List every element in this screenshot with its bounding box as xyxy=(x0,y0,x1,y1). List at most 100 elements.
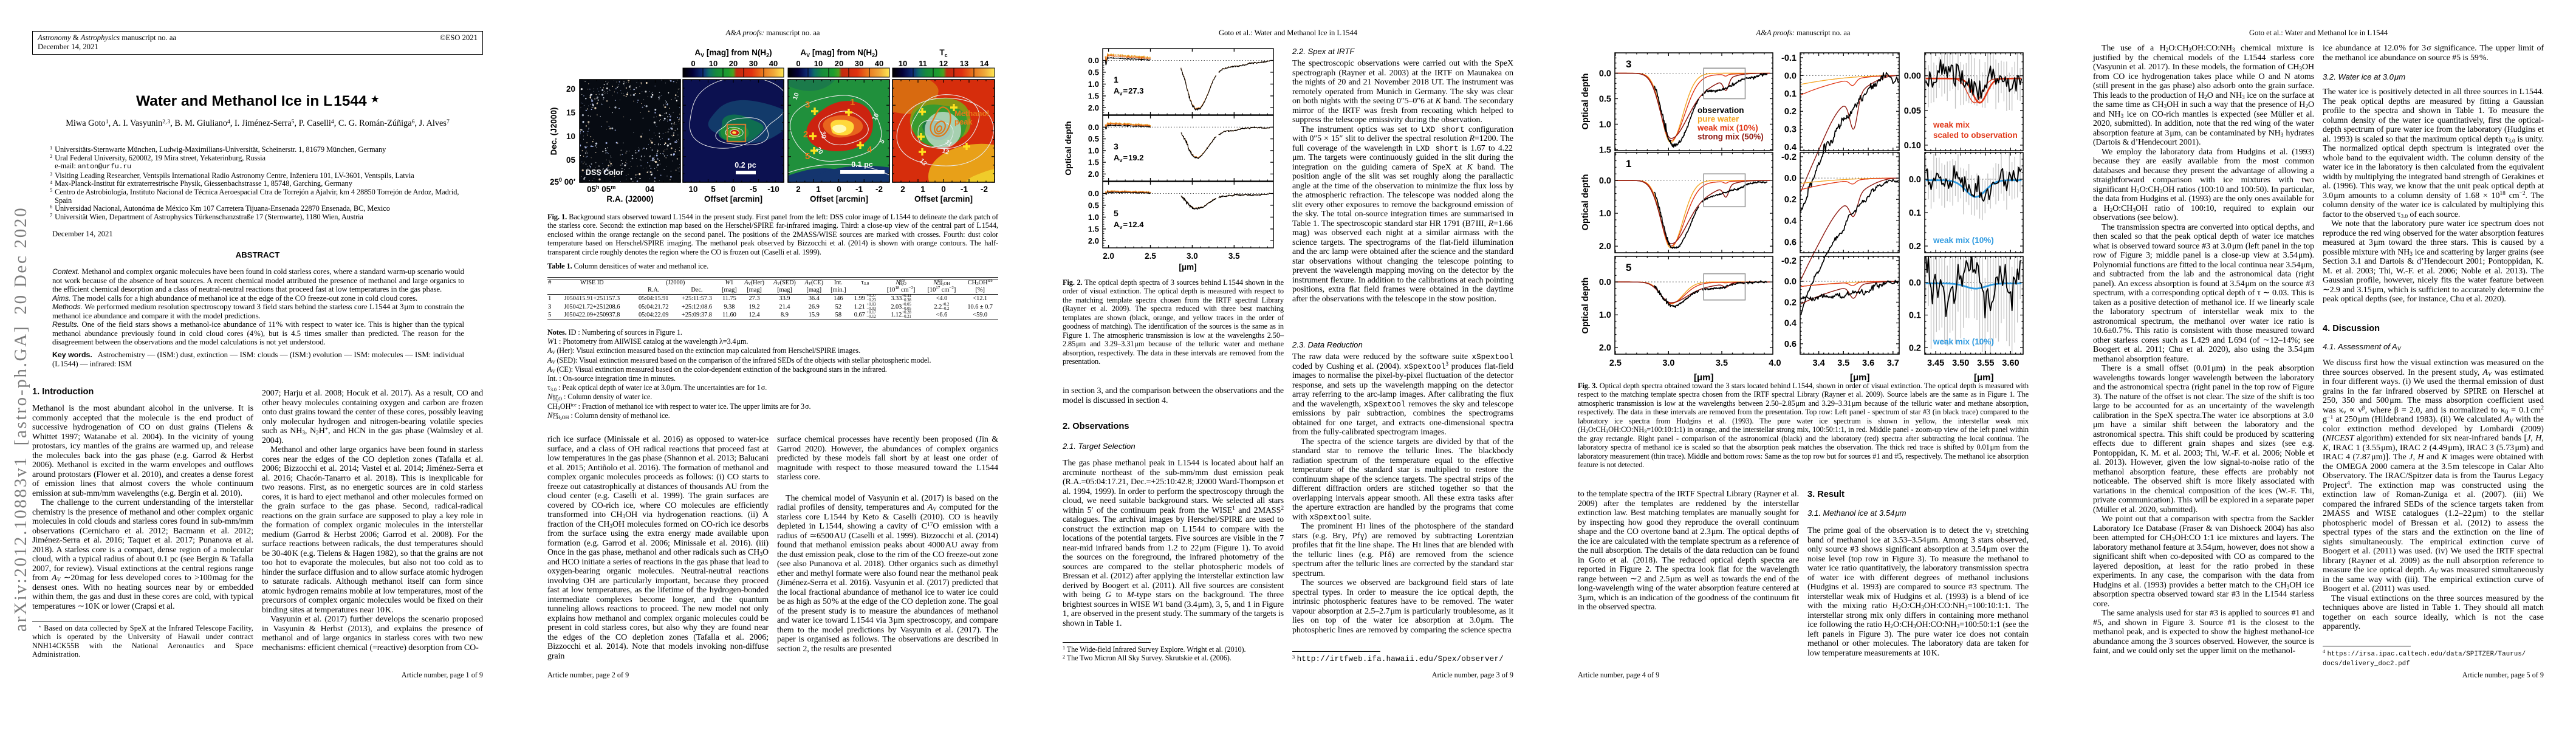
svg-text:0.0: 0.0 xyxy=(1909,175,1921,185)
svg-text:scaled to observation: scaled to observation xyxy=(1933,131,2018,140)
svg-text:3.5: 3.5 xyxy=(1837,358,1849,368)
svg-text:Optical depth: Optical depth xyxy=(1581,278,1591,334)
svg-text:Av = 12.4: Av = 12.4 xyxy=(1114,220,1144,230)
svg-text:0.2 pc: 0.2 pc xyxy=(735,161,756,169)
svg-text:11: 11 xyxy=(919,59,927,68)
svg-text:0.5: 0.5 xyxy=(1088,67,1099,77)
svg-text:04: 04 xyxy=(645,185,655,194)
svg-text:DSS Color: DSS Color xyxy=(586,168,623,177)
svg-text:weak mix (10%): weak mix (10%) xyxy=(1697,123,1758,132)
svg-text:0.0: 0.0 xyxy=(1088,189,1099,198)
svg-text:0.4: 0.4 xyxy=(1784,216,1797,226)
svg-text:12: 12 xyxy=(939,59,948,68)
svg-text:10: 10 xyxy=(899,59,907,68)
svg-text:2.0: 2.0 xyxy=(1088,103,1099,112)
svg-text:1.5: 1.5 xyxy=(1088,224,1099,233)
svg-text:10: 10 xyxy=(814,59,823,68)
svg-text:5: 5 xyxy=(1114,208,1118,218)
svg-text:[μm]: [μm] xyxy=(1694,372,1714,383)
svg-text:10: 10 xyxy=(871,112,880,122)
svg-text:3.45: 3.45 xyxy=(1927,358,1944,368)
svg-text:weak mix (10%): weak mix (10%) xyxy=(1933,236,1994,245)
svg-text:0: 0 xyxy=(691,59,695,68)
svg-text:1.5: 1.5 xyxy=(1088,91,1099,100)
svg-text:2.5: 2.5 xyxy=(1145,252,1156,261)
svg-text:0.0: 0.0 xyxy=(1088,123,1099,132)
svg-text:5: 5 xyxy=(1626,262,1631,273)
svg-text:-10: -10 xyxy=(767,185,779,194)
svg-text:1: 1 xyxy=(920,185,925,194)
svg-text:0.4: 0.4 xyxy=(1784,319,1797,329)
svg-text:[μm]: [μm] xyxy=(1179,262,1196,272)
svg-text:1.0: 1.0 xyxy=(1599,209,1611,219)
svg-text:1: 1 xyxy=(850,97,855,108)
svg-text:0.2: 0.2 xyxy=(1784,298,1797,307)
svg-text:2.5: 2.5 xyxy=(1609,358,1622,368)
svg-text:[μm]: [μm] xyxy=(1974,372,1994,383)
svg-text:0.0: 0.0 xyxy=(1088,56,1099,65)
svg-text:-0.2: -0.2 xyxy=(1781,256,1797,266)
svg-text:Dec. (J2000): Dec. (J2000) xyxy=(549,108,558,156)
svg-text:250 00′: 250 00′ xyxy=(550,177,575,187)
svg-text:20: 20 xyxy=(835,59,843,68)
svg-text:0.5: 0.5 xyxy=(1599,95,1611,104)
svg-text:5: 5 xyxy=(879,138,886,145)
svg-text:weak mix: weak mix xyxy=(1933,120,1970,129)
svg-text:0.4: 0.4 xyxy=(1784,143,1797,152)
svg-text:0: 0 xyxy=(796,59,800,68)
svg-text:0.5: 0.5 xyxy=(1088,134,1099,143)
svg-text:Offset [arcmin]: Offset [arcmin] xyxy=(914,194,973,204)
svg-text:3.6: 3.6 xyxy=(1862,358,1874,368)
svg-text:0.0: 0.0 xyxy=(1599,176,1611,186)
svg-text:-5: -5 xyxy=(750,185,757,194)
svg-text:Offset [arcmin]: Offset [arcmin] xyxy=(704,194,762,204)
svg-text:14: 14 xyxy=(980,59,989,68)
svg-text:0.0: 0.0 xyxy=(1784,174,1797,183)
svg-text:0.2: 0.2 xyxy=(1909,242,1921,252)
svg-text:1.0: 1.0 xyxy=(1088,146,1099,155)
svg-text:1: 1 xyxy=(1626,158,1631,169)
svg-text:Offset [arcmin]: Offset [arcmin] xyxy=(810,194,868,204)
svg-text:3.7: 3.7 xyxy=(1887,358,1899,368)
svg-text:1.5: 1.5 xyxy=(1599,145,1611,155)
svg-text:0.0: 0.0 xyxy=(1599,278,1611,287)
svg-text:Optical depth: Optical depth xyxy=(1063,121,1073,175)
svg-text:3: 3 xyxy=(1114,142,1118,151)
svg-text:20: 20 xyxy=(566,84,575,94)
svg-text:3.60: 3.60 xyxy=(2002,358,2019,368)
svg-text:30: 30 xyxy=(819,131,827,139)
svg-text:[μm]: [μm] xyxy=(1850,372,1870,383)
svg-text:0: 0 xyxy=(941,185,946,194)
svg-text:observation: observation xyxy=(1697,106,1744,115)
svg-text:40: 40 xyxy=(769,59,778,68)
svg-text:0.0: 0.0 xyxy=(1909,278,1921,288)
svg-text:4.0: 4.0 xyxy=(1769,358,1781,368)
svg-text:1.0: 1.0 xyxy=(1599,120,1611,129)
svg-text:0.2: 0.2 xyxy=(1784,195,1797,205)
svg-text:0.2: 0.2 xyxy=(1784,107,1797,117)
svg-text:3.5: 3.5 xyxy=(1716,358,1728,368)
svg-text:4: 4 xyxy=(867,145,872,155)
svg-text:3.50: 3.50 xyxy=(1952,358,1969,368)
svg-text:strong mix (50%): strong mix (50%) xyxy=(1697,132,1764,142)
svg-text:2: 2 xyxy=(803,129,808,140)
svg-text:0.6: 0.6 xyxy=(1784,340,1797,349)
svg-text:30: 30 xyxy=(855,59,863,68)
svg-text:-0.2: -0.2 xyxy=(1781,152,1797,162)
svg-text:2.0: 2.0 xyxy=(1088,169,1099,179)
svg-text:3.4: 3.4 xyxy=(1813,358,1825,368)
svg-text:3.55: 3.55 xyxy=(1977,358,1994,368)
svg-text:2.0: 2.0 xyxy=(1599,343,1611,353)
svg-text:0.1: 0.1 xyxy=(1909,208,1921,218)
svg-text:0.05: 0.05 xyxy=(1904,106,1921,116)
svg-text:Optical depth: Optical depth xyxy=(1581,74,1591,130)
svg-text:15: 15 xyxy=(566,108,576,117)
svg-text:3: 3 xyxy=(1626,58,1631,70)
svg-text:Av = 27.3: Av = 27.3 xyxy=(1114,86,1143,97)
svg-text:1.5: 1.5 xyxy=(1088,158,1099,167)
svg-text:0.0: 0.0 xyxy=(1784,277,1797,287)
svg-text:Av = 19.2: Av = 19.2 xyxy=(1114,153,1143,163)
svg-text:-1: -1 xyxy=(961,185,968,194)
svg-text:R.A. (J2000): R.A. (J2000) xyxy=(606,194,653,204)
svg-text:5: 5 xyxy=(711,185,716,194)
